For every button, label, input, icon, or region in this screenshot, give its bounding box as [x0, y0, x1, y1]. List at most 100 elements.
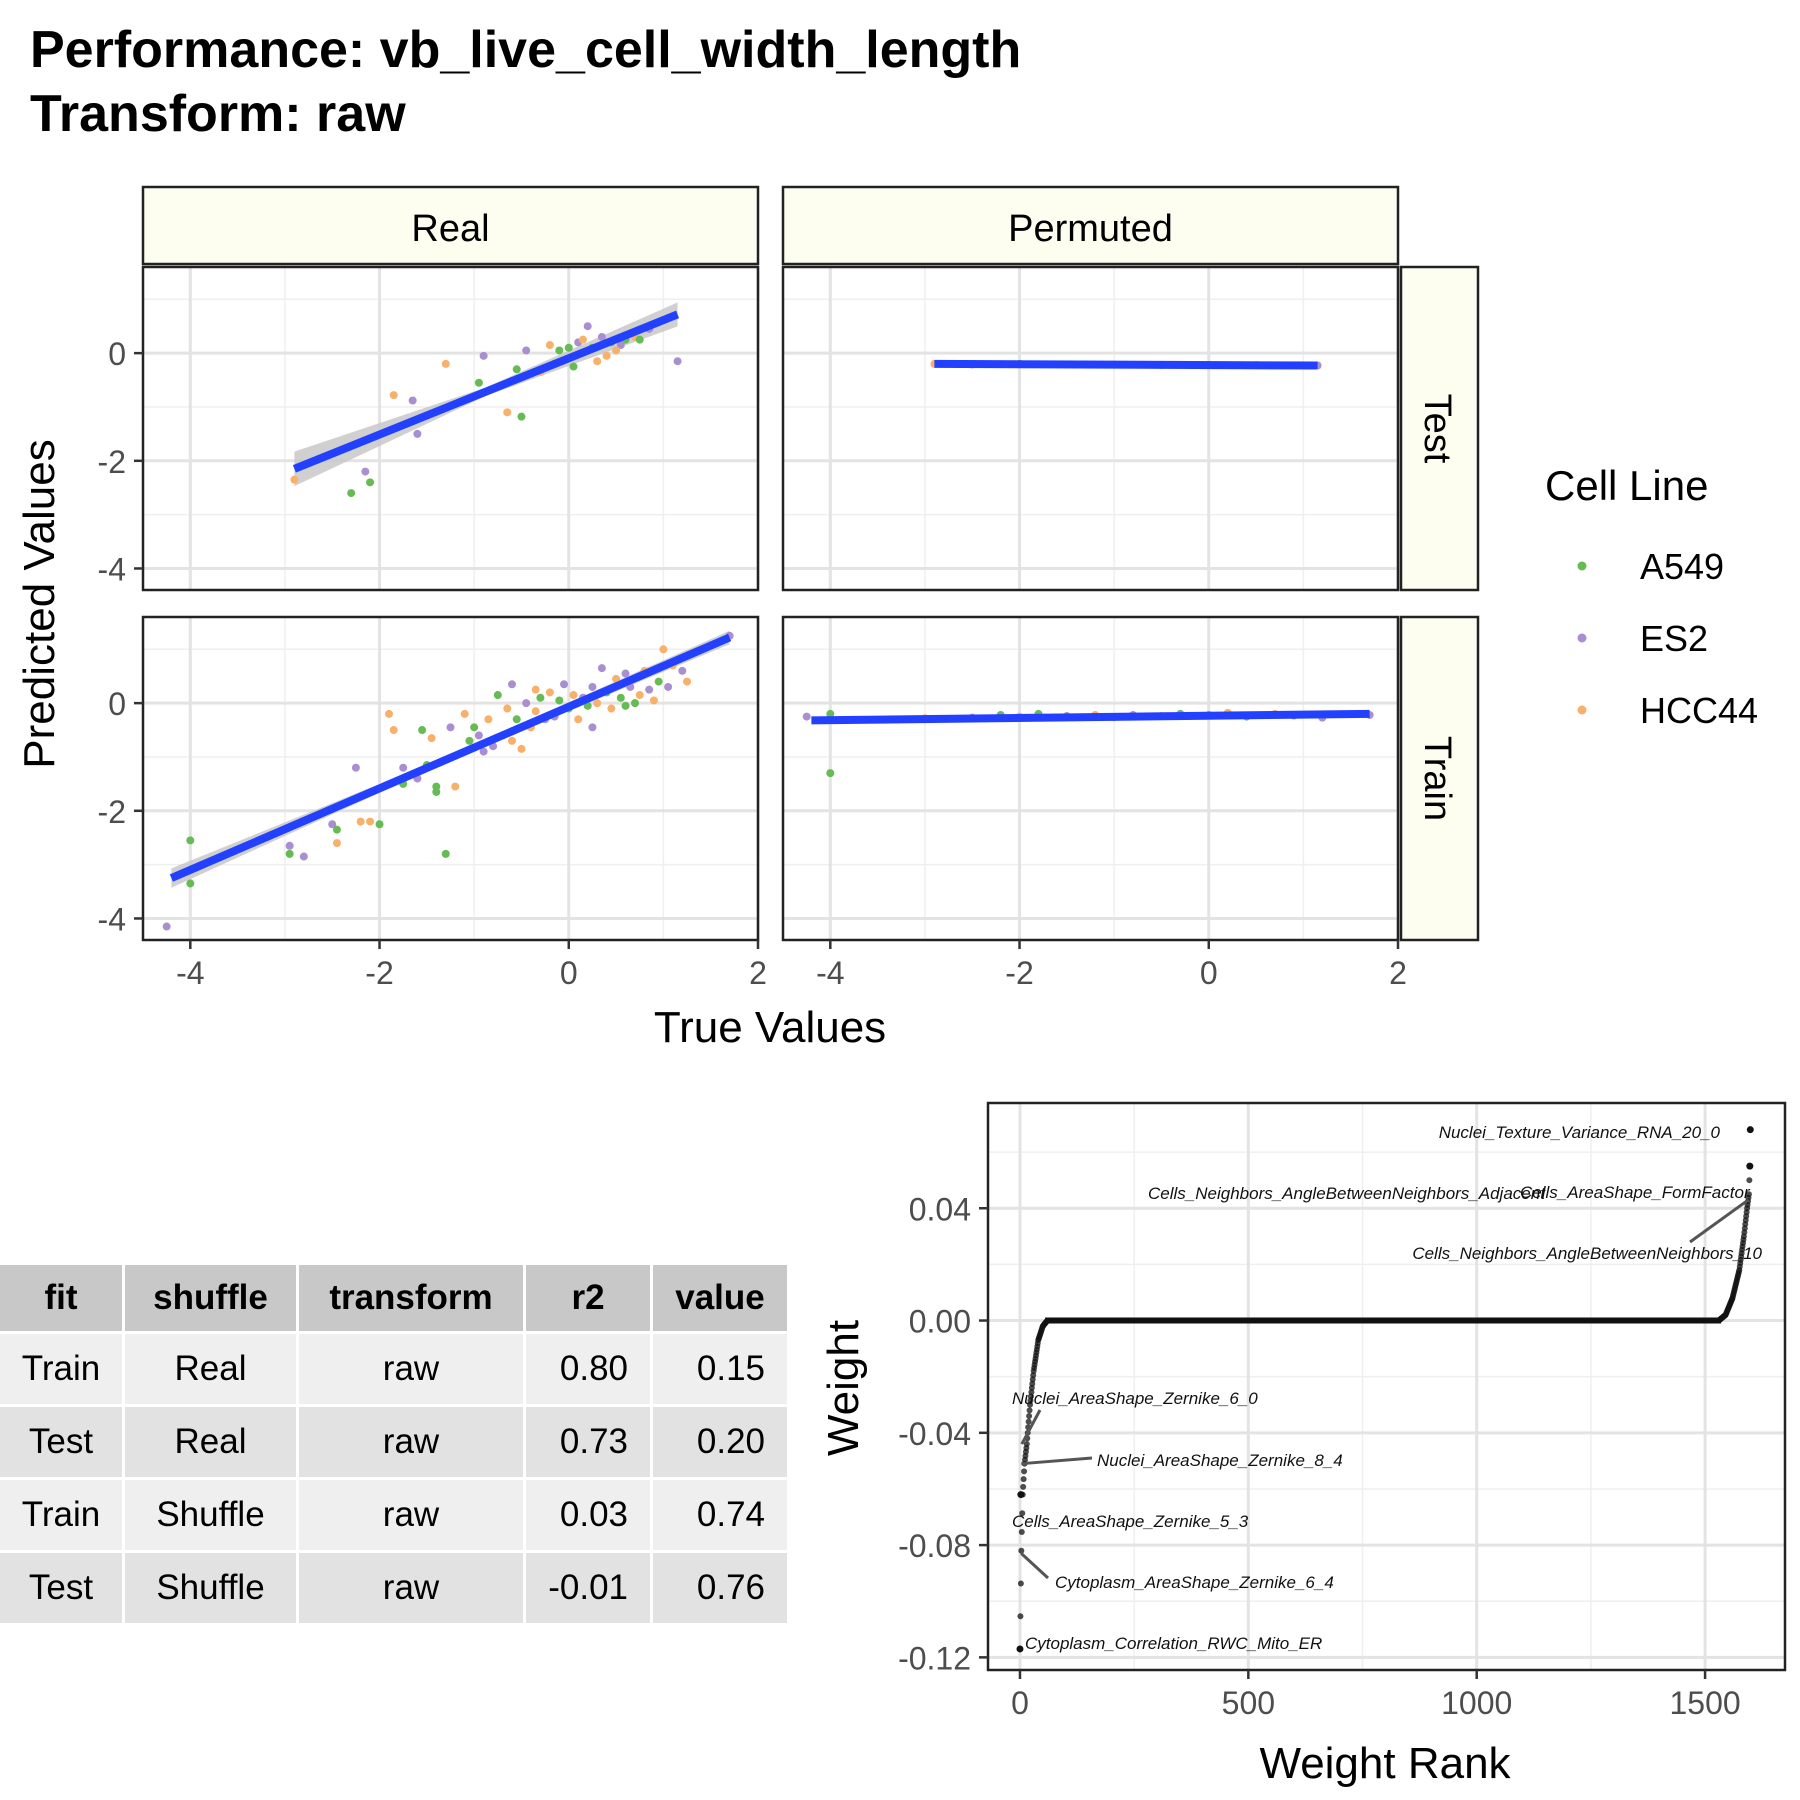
annotation-label: Nuclei_AreaShape_Zernike_8_4: [1097, 1451, 1343, 1470]
data-point-es2: [560, 680, 569, 689]
data-point-hcc44: [593, 699, 602, 708]
facet-strip-label-test: Test: [1416, 394, 1458, 464]
x-tick-label: 1500: [1669, 1685, 1740, 1721]
data-point-hcc44: [389, 391, 398, 400]
annotation-label: Nuclei_Texture_Variance_RNA_20_0: [1439, 1123, 1721, 1142]
data-point-a549: [432, 787, 441, 796]
annotation-leader-line: [1021, 1456, 1093, 1466]
x-tick-label: -2: [365, 955, 393, 991]
y-tick-label: 0: [108, 686, 126, 722]
data-point-a549: [555, 346, 564, 355]
legend-label-hcc44: HCC44: [1640, 690, 1758, 731]
data-point-es2: [408, 396, 417, 405]
weight-point: [1026, 1407, 1033, 1414]
data-point-a549: [347, 489, 356, 498]
data-point-hcc44: [503, 704, 512, 713]
facet-strip-label-permuted: Permuted: [1008, 208, 1173, 250]
x-tick-label: 0: [1011, 1685, 1029, 1721]
data-point-hcc44: [659, 645, 668, 654]
y-tick-label: -4: [98, 901, 126, 937]
data-point-hcc44: [508, 736, 516, 745]
weight-point: [1017, 1580, 1024, 1587]
panel-border: [141, 615, 760, 942]
data-point-hcc44: [607, 704, 616, 713]
data-point-a549: [332, 825, 341, 834]
legend-title: Cell Line: [1545, 462, 1708, 509]
cell-transform: raw: [299, 1553, 523, 1623]
data-point-es2: [522, 699, 531, 708]
annotation-label: Nuclei_AreaShape_Zernike_6_0: [1012, 1389, 1258, 1408]
data-point-hcc44: [683, 677, 692, 686]
panel-permuted-test: [781, 265, 1400, 592]
data-point-a549: [186, 879, 195, 888]
legend-key-es2: [1577, 633, 1587, 643]
facet-strip-permuted: [781, 185, 1400, 266]
data-point-es2: [413, 429, 422, 438]
data-point-a549: [512, 365, 521, 374]
weight-point: [1019, 1510, 1026, 1517]
data-point-a549: [517, 412, 526, 421]
data-point-hcc44: [574, 715, 583, 724]
data-point-a549: [474, 378, 483, 387]
data-point-es2: [802, 712, 811, 721]
x-tick-label: 0: [560, 955, 578, 991]
data-point-es2: [328, 820, 337, 829]
weight-point: [1016, 1645, 1024, 1653]
data-point-hcc44: [427, 734, 436, 743]
panel-real-test: -4 -2 0: [98, 265, 760, 592]
panel-background: [783, 267, 1398, 590]
panel-border: [781, 265, 1400, 592]
data-point-hcc44: [545, 688, 554, 697]
panel-real-train: -4 -2 0 -4 -2 0 2: [98, 615, 767, 991]
facet-strip-label-train: Train: [1416, 736, 1458, 821]
table-row: Train Shuffle raw 0.03 0.74: [0, 1480, 787, 1550]
data-point-a549: [418, 726, 427, 735]
data-point-es2: [588, 682, 597, 691]
data-point-es2: [162, 922, 171, 931]
cell-value: 0.15: [653, 1334, 787, 1404]
data-point-hcc44: [332, 839, 341, 848]
annotation-label: Cells_Neighbors_AngleBetweenNeighbors_Ad…: [1148, 1184, 1546, 1203]
table-row: Test Real raw 0.73 0.20: [0, 1407, 787, 1477]
data-point-hcc44: [569, 691, 578, 700]
data-point-a549: [375, 820, 384, 829]
data-point-hcc44: [290, 475, 299, 484]
data-point-hcc44: [649, 696, 658, 705]
data-point-a549: [441, 849, 450, 858]
cell-value: 0.20: [653, 1407, 787, 1477]
cell-shuffle: Real: [125, 1334, 296, 1404]
chart-title-line1: Performance: vb_live_cell_width_length: [30, 21, 1022, 79]
data-point-es2: [351, 763, 360, 772]
data-point-a549: [366, 478, 375, 487]
facet-strip-label-real: Real: [411, 208, 489, 250]
cell-fit: Train: [0, 1334, 122, 1404]
data-point-a549: [465, 736, 474, 745]
data-point-es2: [361, 467, 370, 476]
facet-strip-real: [141, 185, 760, 266]
data-point-hcc44: [503, 408, 512, 417]
regression-line: [169, 633, 732, 882]
stats-table: fit shuffle transform r2 value Train Rea…: [0, 1262, 790, 1626]
cell-transform: raw: [299, 1334, 523, 1404]
annotation-leader-line: [1020, 1409, 1042, 1445]
data-point-es2: [645, 685, 654, 694]
cell-r2: 0.73: [526, 1407, 650, 1477]
data-point-hcc44: [460, 709, 469, 718]
cell-r2: -0.01: [526, 1553, 650, 1623]
cell-fit: Train: [0, 1480, 122, 1550]
x-tick-label: 2: [749, 955, 767, 991]
weight-point: [1023, 1441, 1030, 1448]
table-row: Test Shuffle raw -0.01 0.76: [0, 1553, 787, 1623]
weight-point: [1021, 1468, 1028, 1475]
x-axis-title: Weight Rank: [1259, 1739, 1511, 1788]
data-point-a549: [826, 769, 835, 778]
weight-point: [1020, 1483, 1027, 1490]
data-point-hcc44: [545, 341, 554, 350]
facet-strip-train: [1399, 615, 1480, 942]
data-point-es2: [588, 723, 597, 732]
weight-point: [1026, 1412, 1033, 1419]
annotation-label: Cells_Neighbors_AngleBetweenNeighbors_10: [1412, 1244, 1762, 1263]
y-tick-label: -2: [98, 444, 126, 480]
